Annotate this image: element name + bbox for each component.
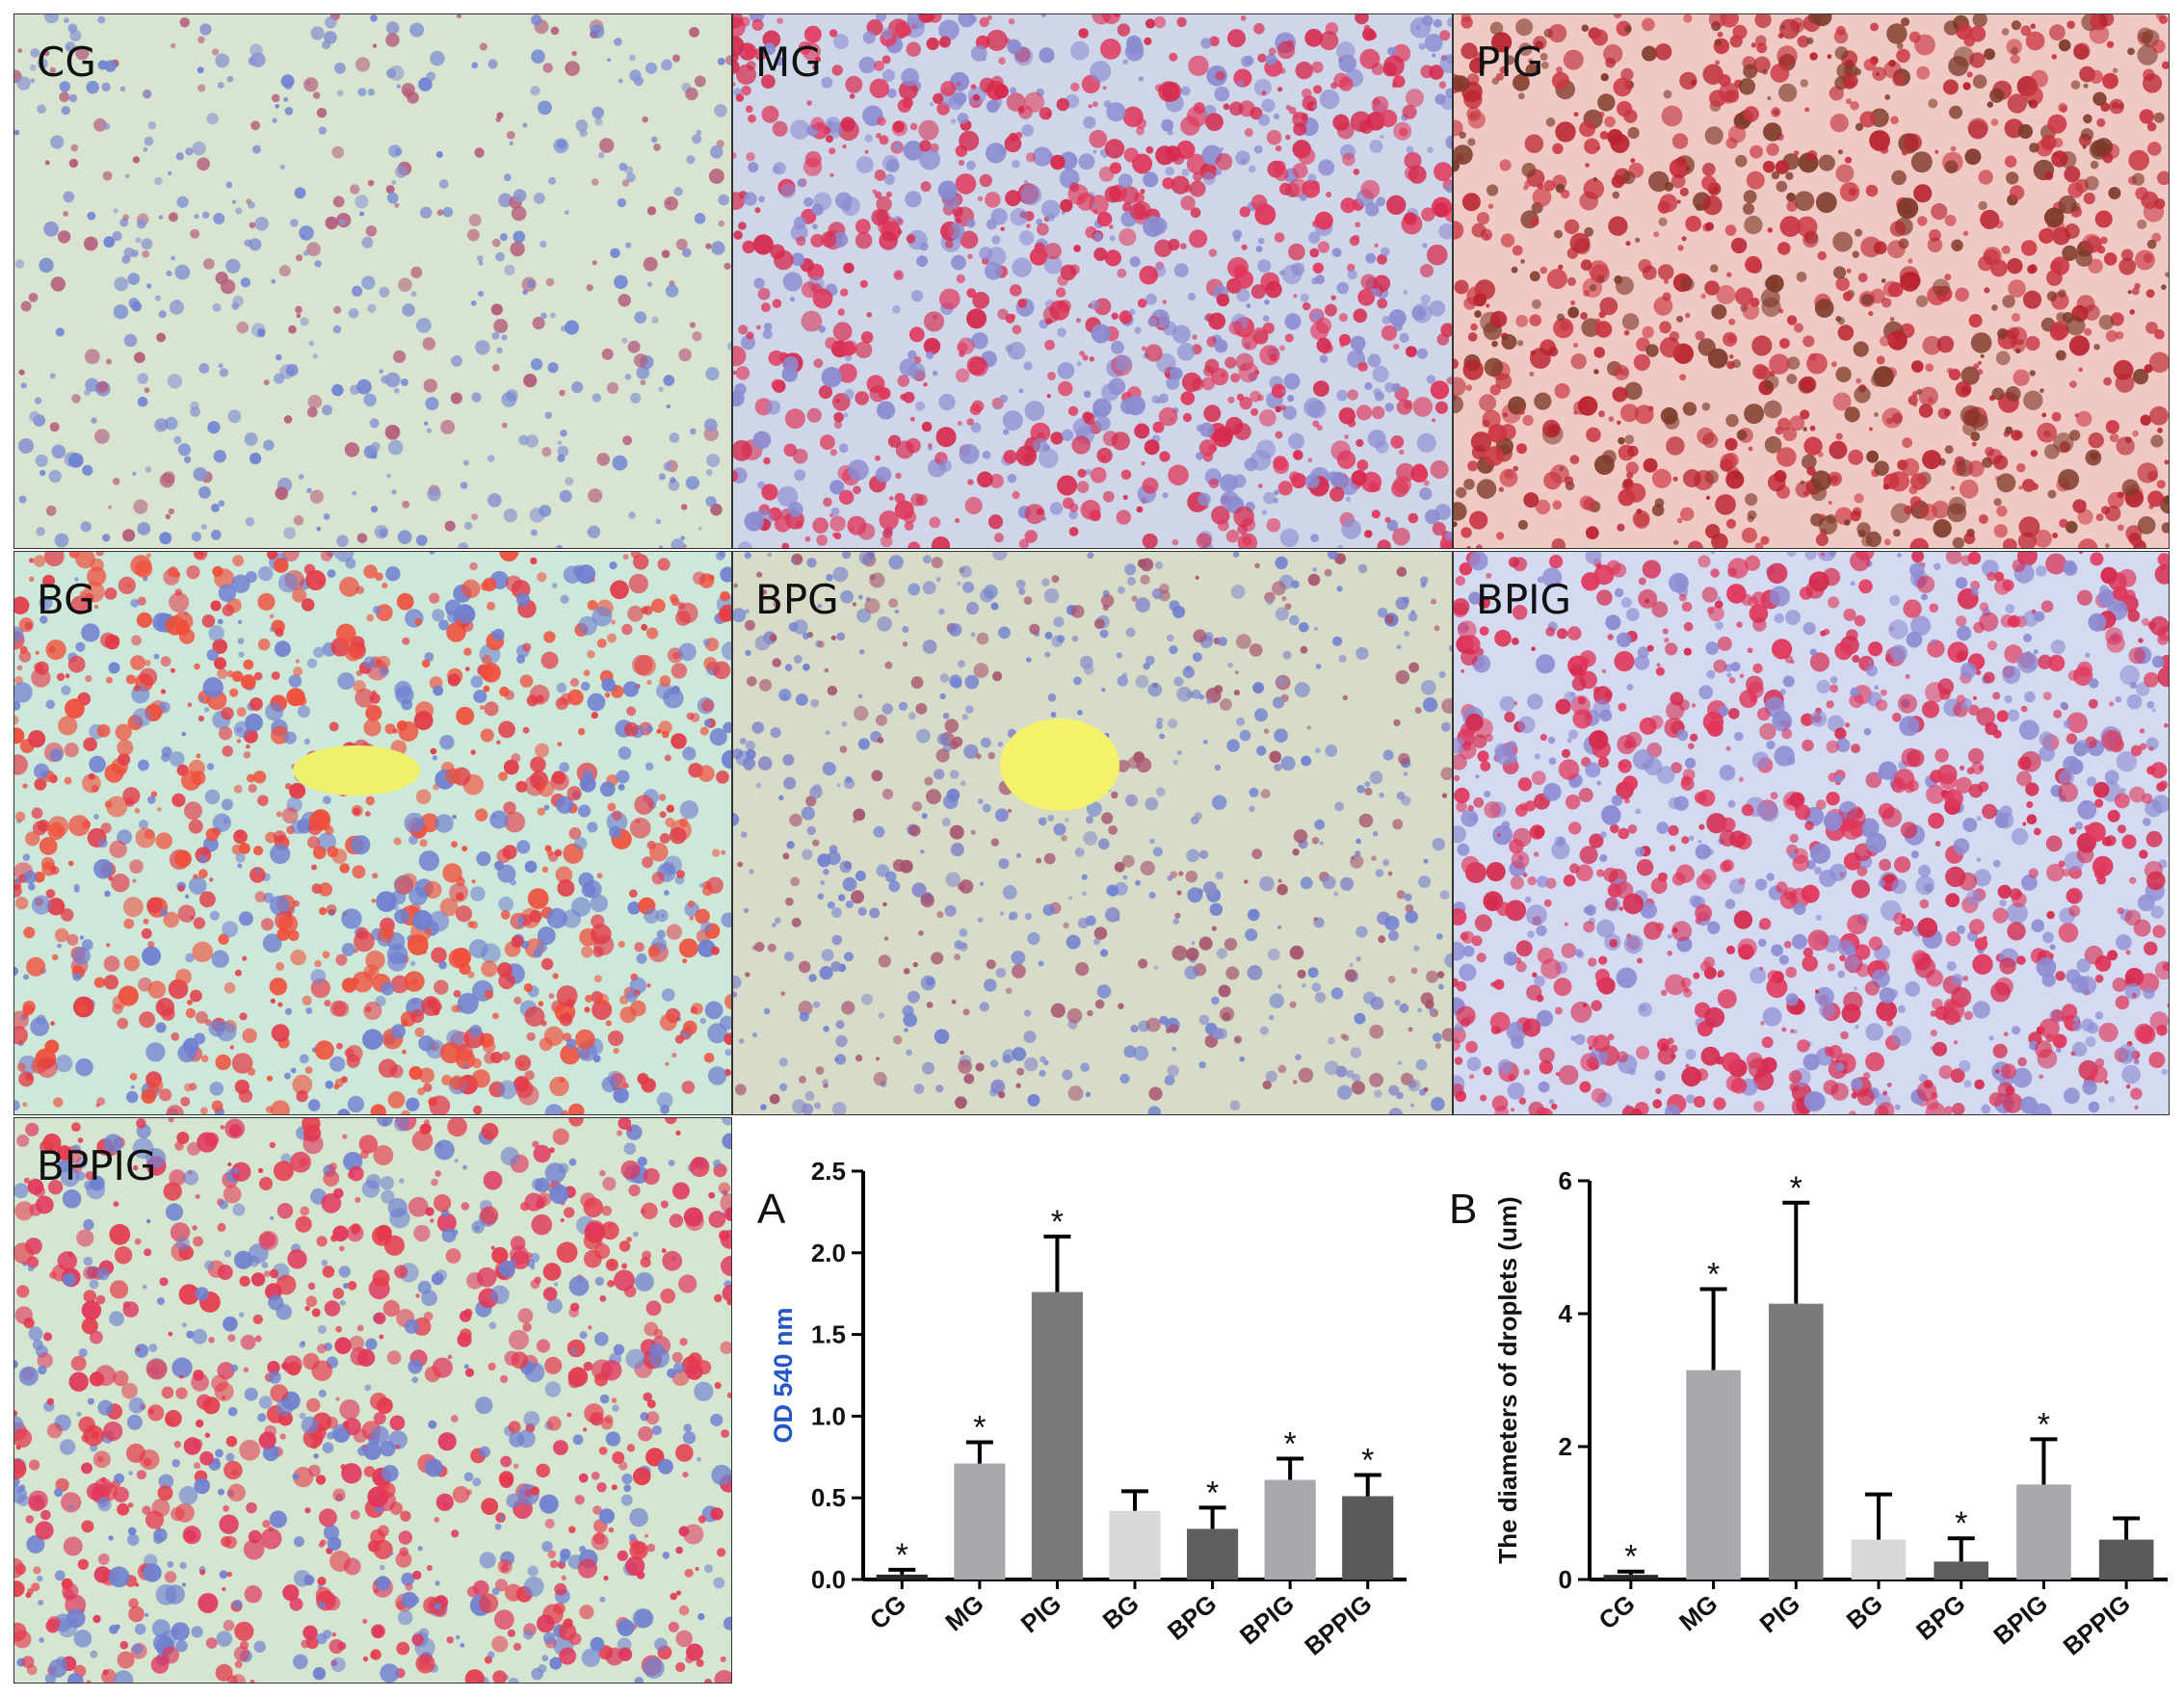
chart-a-significance-bppig: * xyxy=(1361,1442,1374,1478)
micrograph-pig-image xyxy=(1453,13,2170,549)
chart-a-bar-bpg xyxy=(1186,1528,1239,1580)
chart-a-x-tick-label-pig: PIG xyxy=(1015,1589,1067,1639)
micrograph-bg-image xyxy=(13,551,732,1115)
chart-a-bar-cg xyxy=(876,1574,928,1580)
chart-a-x-tick-label-cg: CG xyxy=(864,1589,911,1635)
chart-b-significance-bpg: * xyxy=(1955,1505,1967,1542)
chart-b-bar-bg xyxy=(1851,1539,1907,1580)
micrograph-pig-label: PIG xyxy=(1476,39,1544,86)
chart-a-bar-bpig xyxy=(1264,1479,1316,1580)
micrograph-bppig-label: BPPIG xyxy=(37,1142,157,1189)
chart-a-y-tick-label: 0.0 xyxy=(811,1565,846,1594)
micrograph-mg-image xyxy=(732,13,1453,549)
chart-a-y-axis-label: OD 540 nm xyxy=(769,1307,798,1443)
chart-b-significance-cg: * xyxy=(1624,1539,1637,1576)
micrograph-bpg-label: BPG xyxy=(755,576,839,623)
chart-a-y-tick-label: 1.5 xyxy=(811,1320,846,1349)
chart-b-droplet-diameters: B 0 2 4 6 The diameters of droplets (um) * CG * M… xyxy=(1449,1166,2168,1661)
chart-b-bar-bpig xyxy=(2016,1484,2071,1580)
chart-b-x-tick-label-bpg: BPG xyxy=(1910,1589,1970,1646)
micrograph-cg-label: CG xyxy=(37,39,96,86)
chart-b-x-tick-label-mg: MG xyxy=(1673,1589,1723,1637)
chart-b-bar-bppig xyxy=(2098,1539,2154,1580)
chart-b-significance-pig: * xyxy=(1790,1170,1802,1207)
chart-b-y-tick-label: 6 xyxy=(1559,1166,1572,1195)
chart-a-x-tick-label-bpig: BPIG xyxy=(1234,1589,1300,1651)
micrograph-bpig-image xyxy=(1453,551,2170,1115)
micrograph-bppig-image xyxy=(13,1117,732,1684)
chart-a-x-tick-label-mg: MG xyxy=(939,1589,988,1637)
micrograph-bg: BG xyxy=(13,551,732,1115)
chart-b-x-tick-label-bppig: BPPIG xyxy=(2058,1589,2136,1661)
chart-a-x-tick-label-bppig: BPPIG xyxy=(1299,1589,1377,1661)
chart-a-bar-bg xyxy=(1109,1510,1161,1580)
micrograph-bg-label: BG xyxy=(37,576,95,623)
micrograph-mg-label: MG xyxy=(755,39,822,86)
chart-b-x-tick-label-pig: PIG xyxy=(1754,1589,1806,1639)
micrograph-bpig: BPIG xyxy=(1453,551,2170,1115)
chart-a-od540: A 0.0 0.5 1.0 1.5 2.0 2.5 OD 540 nm * CG * MG * PIG BG… xyxy=(757,1157,1407,1661)
chart-b-bar-mg xyxy=(1686,1370,1741,1580)
micrograph-cg: CG xyxy=(13,13,732,549)
chart-b-y-tick-label: 4 xyxy=(1559,1299,1573,1328)
chart-a-significance-pig: * xyxy=(1051,1204,1064,1240)
chart-a-panel-letter: A xyxy=(757,1186,786,1233)
chart-b-y-axis-label: The diameters of droplets (um) xyxy=(1493,1196,1522,1563)
chart-a-significance-bpig: * xyxy=(1284,1425,1297,1462)
chart-a-bar-mg xyxy=(954,1463,1006,1580)
chart-a-y-tick-label: 2.0 xyxy=(811,1239,846,1267)
chart-a-x-tick-label-bg: BG xyxy=(1097,1589,1145,1635)
chart-b-bar-cg xyxy=(1603,1575,1659,1580)
chart-a-y-tick-label: 2.5 xyxy=(811,1157,846,1186)
chart-a-x-tick-label-bpg: BPG xyxy=(1162,1589,1222,1646)
chart-b-panel-letter: B xyxy=(1449,1186,1477,1233)
chart-a-y-tick-label: 1.0 xyxy=(811,1401,846,1430)
chart-b-bar-bpg xyxy=(1934,1561,1988,1580)
chart-a-significance-cg: * xyxy=(896,1537,908,1574)
chart-b-x-tick-label-cg: CG xyxy=(1593,1589,1641,1635)
chart-a-significance-bpg: * xyxy=(1206,1475,1219,1511)
micrograph-mg: MG xyxy=(732,13,1453,549)
chart-b-x-tick-label-bg: BG xyxy=(1841,1589,1888,1635)
micrograph-bpg-image xyxy=(732,551,1453,1115)
chart-b-y-tick-label: 2 xyxy=(1559,1432,1572,1461)
chart-a-y-tick-label: 0.5 xyxy=(811,1483,846,1512)
chart-b-bar-pig xyxy=(1769,1303,1824,1580)
micrograph-cg-image xyxy=(13,13,732,549)
chart-b-significance-bpig: * xyxy=(2038,1406,2050,1443)
chart-b-x-tick-label-bpig: BPIG xyxy=(1987,1589,2053,1651)
chart-a-bar-bppig xyxy=(1342,1496,1394,1580)
chart-b-significance-mg: * xyxy=(1707,1256,1720,1292)
chart-b-y-tick-label: 0 xyxy=(1559,1565,1572,1594)
micrograph-bppig: BPPIG xyxy=(13,1117,732,1684)
chart-a-bar-pig xyxy=(1031,1292,1084,1580)
micrograph-bpig-label: BPIG xyxy=(1476,576,1572,623)
micrograph-pig: PIG xyxy=(1453,13,2170,549)
micrograph-bpg: BPG xyxy=(732,551,1453,1115)
chart-a-significance-mg: * xyxy=(973,1410,986,1447)
